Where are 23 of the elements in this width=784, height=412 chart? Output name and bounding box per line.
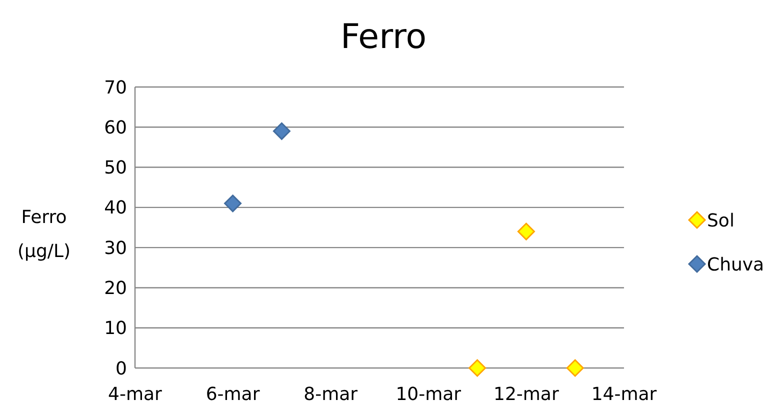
y-tick-label: 40 [104,198,127,219]
x-tick-label: 12-mar [494,384,560,405]
point [224,194,242,212]
point [468,359,486,377]
y-tick-label: 50 [104,158,127,179]
legend-label: Chuva [707,254,764,276]
x-tick-label: 10-mar [396,384,462,405]
legend-label: Sol [707,210,734,232]
x-tick-label: 8-mar [304,384,358,405]
x-tick-label: 14-mar [591,384,658,405]
point [517,222,535,240]
y-tick-label: 70 [104,77,127,98]
y-axis-title: Ferro (μg/L) [17,207,71,262]
x-tick-label: 6-mar [206,384,260,405]
y-tick-label: 30 [104,238,127,259]
y-tick-label: 60 [104,117,127,138]
point [272,122,290,140]
chart-title: Ferro [340,17,427,57]
y-tick-label: 0 [116,358,127,380]
x-tick-label: 4-mar [108,384,163,405]
y-tick-label: 20 [104,278,127,300]
point [566,359,584,377]
y-tick-label: 10 [104,318,127,340]
